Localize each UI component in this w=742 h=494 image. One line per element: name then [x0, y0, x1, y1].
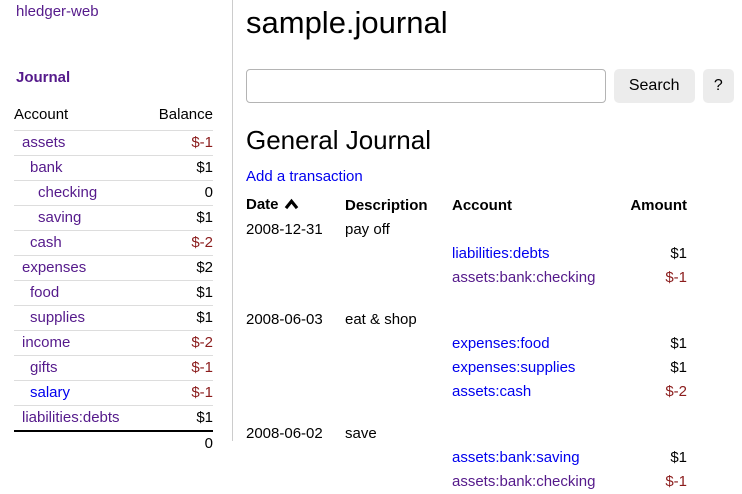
account-balance: $-1	[145, 130, 213, 156]
account-balance: $1	[145, 405, 213, 431]
transaction-row: 2008-12-31 pay off	[246, 218, 687, 242]
posting-account-link[interactable]: assets:bank:saving	[452, 449, 580, 466]
sidebar: hledger-web Journal Account Balance asse…	[0, 0, 233, 456]
account-balance: $-1	[145, 355, 213, 381]
posting-row: assets:cash $-2	[246, 380, 687, 404]
posting-amount: $-1	[665, 269, 687, 286]
posting-row: expenses:supplies $1	[246, 356, 687, 380]
table-row: gifts $-1	[14, 355, 213, 381]
sidebar-account-link[interactable]: bank	[30, 159, 63, 176]
account-balance: $1	[145, 155, 213, 181]
posting-row: liabilities:debts $1	[246, 242, 687, 266]
main-content: sample.journal Search ? General Journal …	[246, 0, 734, 494]
add-transaction-link[interactable]: Add a transaction	[246, 168, 363, 185]
account-balance: $-2	[145, 330, 213, 356]
account-balance: $2	[145, 255, 213, 281]
sidebar-account-link[interactable]: liabilities:debts	[22, 409, 120, 426]
posting-amount: $1	[670, 449, 687, 466]
page-title: sample.journal	[246, 5, 448, 40]
transaction-description: save	[345, 425, 377, 442]
search-button[interactable]: Search	[613, 69, 695, 103]
posting-account-link[interactable]: expenses:food	[452, 335, 550, 352]
accounts-total-value: 0	[145, 430, 213, 456]
transaction-date: 2008-12-31	[246, 221, 323, 238]
posting-amount: $1	[670, 335, 687, 352]
sidebar-account-link[interactable]: gifts	[30, 359, 58, 376]
posting-account-link[interactable]: liabilities:debts	[452, 245, 550, 262]
account-balance: 0	[145, 180, 213, 206]
posting-amount: $-2	[665, 383, 687, 400]
table-row: expenses $2	[14, 255, 213, 281]
table-row: salary $-1	[14, 380, 213, 406]
sidebar-account-link[interactable]: checking	[38, 184, 98, 201]
register-header-row: Date Description Account Amount	[246, 193, 687, 218]
sidebar-account-link[interactable]: assets	[22, 134, 66, 151]
account-balance: $1	[145, 280, 213, 306]
sidebar-account-link[interactable]: supplies	[30, 309, 86, 326]
accounts-table: Account Balance assets $-1 bank $1 check…	[14, 102, 213, 456]
account-column-header: Account	[452, 196, 512, 214]
table-row: checking 0	[14, 180, 213, 206]
table-row: saving $1	[14, 205, 213, 231]
posting-amount: $-1	[665, 473, 687, 490]
sidebar-account-link[interactable]: salary	[30, 384, 71, 401]
account-balance: $-2	[145, 230, 213, 256]
posting-row: assets:bank:checking $-1	[246, 266, 687, 290]
date-header-label: Date	[246, 196, 279, 213]
help-button[interactable]: ?	[702, 69, 734, 103]
transaction-date: 2008-06-02	[246, 425, 323, 442]
sidebar-account-link[interactable]: cash	[30, 234, 62, 251]
description-column-header: Description	[345, 196, 428, 214]
table-row: supplies $1	[14, 305, 213, 331]
transaction-date: 2008-06-03	[246, 311, 323, 328]
transaction-row: 2008-06-02 save	[246, 422, 687, 446]
sidebar-account-link[interactable]: saving	[38, 209, 82, 226]
table-row: liabilities:debts $1	[14, 405, 213, 431]
search-form: Search ?	[246, 69, 734, 103]
sidebar-account-link[interactable]: food	[30, 284, 60, 301]
posting-account-link[interactable]: assets:bank:checking	[452, 269, 596, 286]
posting-amount: $1	[670, 359, 687, 376]
posting-row: assets:bank:checking $-1	[246, 470, 687, 494]
posting-row: assets:bank:saving $1	[246, 446, 687, 470]
date-column-header[interactable]: Date	[246, 193, 345, 218]
posting-account-link[interactable]: assets:cash	[452, 383, 532, 400]
app-title-link[interactable]: hledger-web	[16, 3, 99, 20]
table-row: bank $1	[14, 155, 213, 181]
spacer-row	[246, 404, 687, 422]
spacer-row	[246, 290, 687, 308]
transaction-description: pay off	[345, 221, 390, 238]
accounts-total-row: 0	[14, 430, 213, 456]
transaction-row: 2008-06-03 eat & shop	[246, 308, 687, 332]
table-row: food $1	[14, 280, 213, 306]
accounts-header-row: Account Balance	[14, 102, 213, 131]
account-balance: $-1	[145, 380, 213, 406]
posting-account-link[interactable]: expenses:supplies	[452, 359, 576, 376]
posting-amount: $1	[670, 245, 687, 262]
table-row: assets $-1	[14, 130, 213, 156]
sort-up-icon[interactable]	[284, 198, 299, 214]
sidebar-account-link[interactable]: income	[22, 334, 71, 351]
sidebar-item-journal[interactable]: Journal	[16, 69, 71, 86]
table-row: income $-2	[14, 330, 213, 356]
posting-row: expenses:food $1	[246, 332, 687, 356]
transaction-description: eat & shop	[345, 311, 417, 328]
table-row: cash $-2	[14, 230, 213, 256]
journal-heading: General Journal	[246, 125, 431, 155]
search-input[interactable]	[246, 69, 606, 103]
register-table: Date Description Account Amount 2008-12-…	[246, 193, 687, 494]
balance-column-header: Balance	[158, 106, 213, 123]
sidebar-account-link[interactable]: expenses	[22, 259, 87, 276]
account-balance: $1	[145, 305, 213, 331]
account-column-header: Account	[14, 106, 69, 123]
posting-account-link[interactable]: assets:bank:checking	[452, 473, 596, 490]
amount-column-header: Amount	[630, 196, 687, 214]
account-balance: $1	[145, 205, 213, 231]
